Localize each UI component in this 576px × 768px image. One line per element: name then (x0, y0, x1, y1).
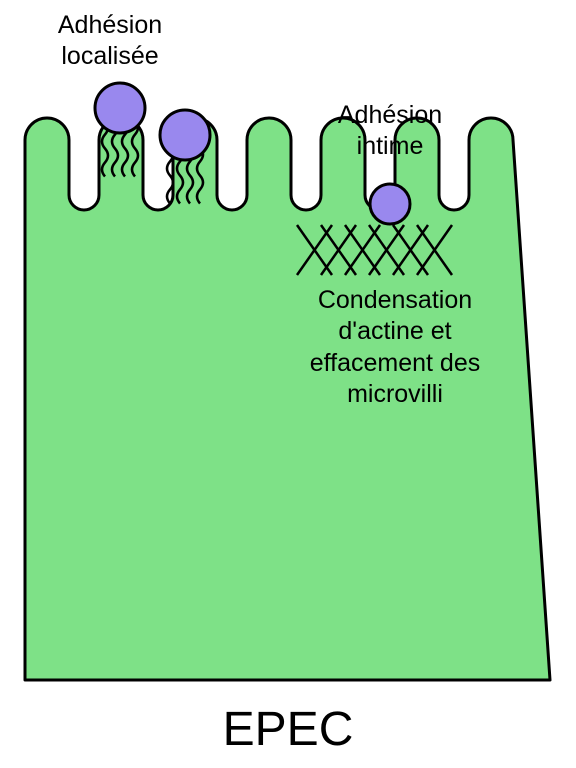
epec-diagram: Adhésion localisée Adhésion intime Conde… (0, 0, 576, 768)
diagram-title: EPEC (0, 700, 576, 760)
label-text: Adhésion (338, 101, 442, 129)
label-adhesion-intime: Adhésion intime (310, 100, 470, 163)
label-condensation: Condensation d'actine et effacement des … (285, 285, 505, 410)
label-text: Condensation (318, 286, 472, 314)
label-text: effacement des (310, 349, 480, 377)
title-text: EPEC (223, 703, 354, 756)
label-text: microvilli (347, 380, 443, 408)
label-text: intime (357, 132, 424, 160)
label-text: localisée (61, 42, 158, 70)
label-text: d'actine et (338, 317, 451, 345)
label-text: Adhésion (58, 11, 162, 39)
label-adhesion-localisee: Adhésion localisée (30, 10, 190, 73)
